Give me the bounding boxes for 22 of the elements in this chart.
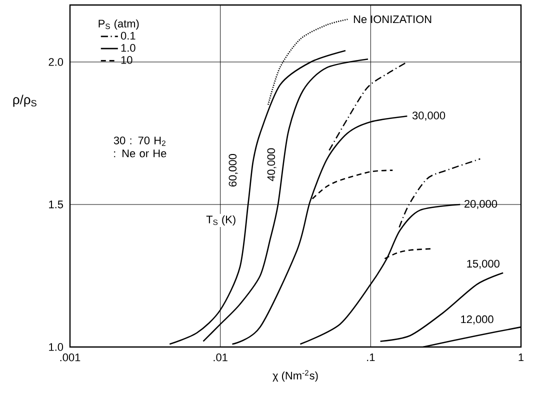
annotation: Ne IONIZATION — [354, 15, 432, 24]
annotation: 15,000 — [467, 260, 500, 269]
legend-title: P$_{S}$ (atm) — [98, 19, 139, 30]
x-tick-label: .001 — [60, 354, 80, 362]
x-tick-label: .01 — [214, 354, 228, 362]
legend-label: 0.1 — [120, 32, 136, 40]
legend-label: 10 — [121, 56, 132, 64]
annotation: 40,000 — [267, 148, 276, 182]
y-tick-label: 1.0 — [49, 343, 64, 351]
y-tick-label: 1.5 — [49, 200, 64, 208]
x-axis-title: χ (Nm$^{-2}$s) — [272, 370, 318, 382]
x-tick-label: .1 — [367, 354, 375, 362]
annotation: 30,000 — [412, 112, 446, 121]
x-tick-label: 1 — [518, 354, 524, 362]
annotation: 12,000 — [461, 315, 494, 324]
y-tick-label: 2.0 — [48, 58, 64, 66]
annotation: T$_{S}$ (K) — [206, 215, 236, 226]
annotation: 60,000 — [228, 154, 238, 186]
y-axis-title: ρ/ρ$_{S}$ — [13, 94, 36, 107]
annotation: 30 : 70 H$_{2}$ : Ne or He — [114, 136, 166, 158]
legend-label: 1.0 — [121, 44, 136, 52]
annotation: 20,000 — [464, 200, 498, 210]
